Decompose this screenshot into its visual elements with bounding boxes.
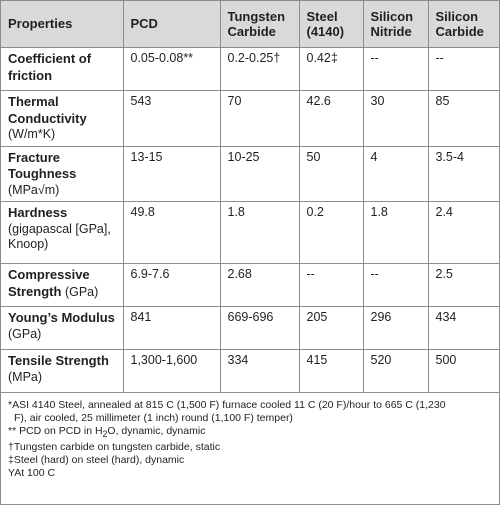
table-footnotes: *ASI 4140 Steel, annealed at 815 C (1,50… (1, 393, 499, 486)
table-row: Hardness (gigapascal [GPa], Knoop) 49.8 1… (1, 201, 499, 264)
value-cell: 2.4 (427, 201, 499, 264)
value-cell: 205 (298, 306, 364, 350)
property-cell: Hardness (gigapascal [GPa], Knoop) (1, 201, 124, 264)
footnote-pcd-subscript: 2 (102, 429, 108, 440)
value-cell: -- (362, 263, 429, 307)
property-name: Hardness (8, 205, 68, 220)
property-unit: (GPa) (64, 284, 99, 299)
table-row: Coefficient of friction 0.05-0.08** 0.2-… (1, 47, 499, 91)
footnote-pcd-prefix: ** PCD on PCD in H (8, 425, 103, 437)
footnote-steel-annealing-cont: F), air cooled, 25 millimeter (1 inch) r… (14, 412, 293, 424)
footnote-temperature: YAt 100 C (8, 467, 56, 480)
value-cell: 0.2 (298, 201, 364, 264)
value-cell: 10-25 (219, 145, 300, 202)
footnote-pcd-suffix: O, dynamic, dynamic (107, 425, 206, 437)
value-cell: 669-696 (219, 306, 300, 350)
property-name: Tensile Strength (8, 353, 109, 368)
property-name: Young’s Modulus (8, 310, 115, 325)
value-cell: 1.8 (219, 201, 300, 264)
value-cell: 70 (219, 90, 300, 147)
property-cell: Tensile Strength (MPa) (1, 349, 124, 393)
footnote-tungsten-carbide: †Tungsten carbide on tungsten carbide, s… (8, 441, 221, 454)
header-properties: Properties (1, 1, 124, 48)
header-steel-4140: Steel (4140) (298, 1, 364, 48)
footnote-steel-annealing: *ASI 4140 Steel, annealed at 815 C (1,50… (8, 399, 446, 411)
value-cell: 42.6 (298, 90, 364, 147)
property-unit: (GPa) (8, 326, 42, 341)
value-cell: 841 (122, 306, 221, 350)
table-row: Compressive Strength (GPa) 6.9-7.6 2.68 … (1, 263, 499, 307)
value-cell: 543 (122, 90, 221, 147)
value-cell: -- (362, 47, 429, 91)
value-cell: 1,300-1,600 (122, 349, 221, 393)
value-cell: 415 (298, 349, 364, 393)
property-name: Coefficient of friction (8, 51, 92, 83)
header-silicon-carbide: Silicon Carbide (427, 1, 499, 48)
value-cell: 2.5 (427, 263, 499, 307)
header-silicon-nitride: Silicon Nitride (362, 1, 429, 48)
value-cell: 4 (362, 145, 429, 202)
footnote-steel-hard: ‡Steel (hard) on steel (hard), dynamic (8, 454, 185, 467)
value-cell: 2.68 (219, 263, 300, 307)
value-cell: 0.42‡ (298, 47, 364, 91)
property-cell: Fracture Toughness (MPa√m) (1, 145, 124, 202)
table-header-row: Properties PCD Tungsten Carbide Steel (4… (1, 1, 499, 48)
footnote-pcd: ** PCD on PCD in H2O, dynamic, dynamic (8, 425, 492, 441)
property-unit: (MPa) (8, 369, 43, 384)
value-cell: 296 (362, 306, 429, 350)
property-cell: Coefficient of friction (1, 47, 124, 91)
value-cell: 13-15 (122, 145, 221, 202)
value-cell: 520 (362, 349, 429, 393)
header-pcd: PCD (122, 1, 221, 48)
property-unit: (MPa√m) (8, 182, 60, 197)
value-cell: 85 (427, 90, 499, 147)
property-name: Fracture Toughness (8, 149, 77, 182)
table-row: Thermal Conductivity (W/m*K) 543 70 42.6… (1, 90, 499, 147)
property-unit: (W/m*K) (8, 127, 56, 141)
value-cell: 6.9-7.6 (122, 263, 221, 307)
property-name: Thermal Conductivity (8, 94, 87, 126)
property-cell: Compressive Strength (GPa) (1, 263, 124, 307)
value-cell: 0.05-0.08** (122, 47, 221, 91)
table-row: Fracture Toughness (MPa√m) 13-15 10-25 5… (1, 145, 499, 202)
property-cell: Thermal Conductivity (W/m*K) (1, 90, 124, 147)
value-cell: 1.8 (362, 201, 429, 264)
property-unit: (gigapascal [GPa], Knoop) (8, 221, 111, 252)
value-cell: 334 (219, 349, 300, 393)
value-cell: 50 (298, 145, 364, 202)
value-cell: 434 (427, 306, 499, 350)
table-row: Young’s Modulus (GPa) 841 669-696 205 29… (1, 306, 499, 350)
property-name: Compressive Strength (8, 267, 90, 299)
value-cell: 3.5-4 (427, 145, 499, 202)
value-cell: -- (427, 47, 499, 91)
value-cell: 0.2-0.25† (219, 47, 300, 91)
value-cell: 500 (427, 349, 499, 393)
value-cell: -- (298, 263, 364, 307)
header-tungsten-carbide: Tungsten Carbide (219, 1, 300, 48)
table-row: Tensile Strength (MPa) 1,300-1,600 334 4… (1, 349, 499, 393)
property-cell: Young’s Modulus (GPa) (1, 306, 124, 350)
material-properties-table: Properties PCD Tungsten Carbide Steel (4… (1, 1, 499, 393)
value-cell: 30 (362, 90, 429, 147)
value-cell: 49.8 (122, 201, 221, 264)
